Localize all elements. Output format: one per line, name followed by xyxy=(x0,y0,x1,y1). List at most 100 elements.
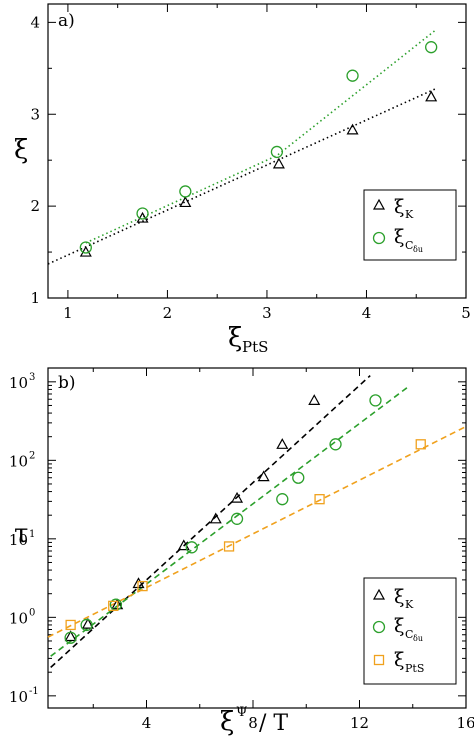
data-point-b-1 xyxy=(230,512,244,525)
data-point-a-1 xyxy=(425,41,438,54)
panel-a-xlabel-sub: PtS xyxy=(242,338,268,356)
panel-b-label: b) xyxy=(58,373,76,393)
data-point-a-1 xyxy=(179,185,192,198)
data-point-b-1 xyxy=(276,493,289,506)
y-tick-label: 3 xyxy=(30,105,40,123)
x-tick-label: 5 xyxy=(461,304,471,322)
fit-line-b-2 xyxy=(47,425,467,638)
panel-a-ylabel: ξ xyxy=(14,135,28,165)
panel-a-label: a) xyxy=(58,11,75,31)
panel-b-frame xyxy=(47,367,467,709)
panel-b-xlabel-sup: Ψ xyxy=(236,705,247,720)
y-tick-exponent: 2 xyxy=(29,450,35,461)
data-point-b-2 xyxy=(415,439,426,450)
x-tick-label: 16 xyxy=(456,714,474,732)
fit-line-b-1 xyxy=(50,384,411,657)
data-point-a-0 xyxy=(79,245,92,257)
data-point-b-0 xyxy=(308,394,321,405)
panel-a-legend-c-label: ξ xyxy=(394,226,404,248)
panel-b-legend-pts-sub: PtS xyxy=(405,662,424,675)
y-tick-label: 10 xyxy=(9,531,28,549)
panel-a-legend-triangle-icon xyxy=(372,198,386,210)
y-tick-exponent: -1 xyxy=(29,686,39,697)
x-tick-label: 8 xyxy=(248,714,258,732)
panel-b-legend-circle-icon xyxy=(372,620,386,634)
panel-b-fit-lines xyxy=(47,375,467,668)
data-point-b-0 xyxy=(257,470,270,482)
panel-a-ticks: 1 2 3 4 5 1 2 3 4 xyxy=(30,4,471,322)
panel-a: 1 2 3 4 5 1 2 3 4 a) ξ ξ PtS ξ K ξ C δu xyxy=(14,3,471,356)
data-point-b-1 xyxy=(369,394,382,407)
x-tick-label: 3 xyxy=(262,304,272,322)
panel-b-legend-pts-label: ξ xyxy=(394,649,404,671)
x-tick-label: 12 xyxy=(350,714,369,732)
panel-b-ylabel: τ xyxy=(14,519,28,549)
panel-b-markers xyxy=(64,394,426,644)
x-tick-label: 4 xyxy=(142,714,152,732)
panel-a-legend-k-sub: K xyxy=(405,208,414,221)
panel-a-legend-k-label: ξ xyxy=(394,196,404,218)
y-tick-exponent: 0 xyxy=(29,607,35,618)
data-point-a-1 xyxy=(136,207,149,220)
data-point-b-0 xyxy=(81,617,94,629)
data-point-a-0 xyxy=(425,90,438,102)
data-point-a-1 xyxy=(346,69,359,82)
panel-b-legend-square-icon xyxy=(373,654,385,666)
data-point-b-0 xyxy=(276,438,289,449)
data-point-b-1 xyxy=(80,618,93,632)
data-point-b-0 xyxy=(64,630,77,642)
y-tick-label: 10 xyxy=(9,374,28,392)
data-point-b-2 xyxy=(65,619,76,631)
data-point-a-0 xyxy=(272,157,285,169)
data-point-b-1 xyxy=(292,471,305,484)
panel-b-legend-c-sub: C xyxy=(405,628,413,641)
y-tick-exponent: 1 xyxy=(29,529,35,540)
fit-line-a-0 xyxy=(47,87,437,265)
data-point-b-2 xyxy=(137,580,148,592)
x-tick-label: 2 xyxy=(163,304,173,322)
panel-b-legend-c-label: ξ xyxy=(394,615,404,637)
y-tick-label: 10 xyxy=(9,688,28,706)
panel-a-frame xyxy=(47,3,467,299)
panel-a-markers xyxy=(79,41,438,257)
panel-a-legend-c-subsub: δu xyxy=(413,245,423,254)
data-point-a-0 xyxy=(136,211,149,223)
data-point-b-0 xyxy=(209,512,222,524)
fit-line-b-0 xyxy=(50,375,371,668)
x-tick-label: 1 xyxy=(63,304,73,322)
data-point-b-1 xyxy=(185,541,198,554)
y-tick-exponent: 3 xyxy=(29,372,35,383)
data-point-b-0 xyxy=(231,491,244,503)
y-tick-label: 1 xyxy=(30,289,40,307)
panel-b-legend-triangle-icon xyxy=(372,588,386,600)
y-tick-label: 2 xyxy=(30,197,40,215)
data-point-a-0 xyxy=(179,196,192,208)
data-point-b-2 xyxy=(108,600,119,612)
y-tick-label: 4 xyxy=(30,13,40,31)
panel-b-xlabel: ξ xyxy=(220,707,234,737)
panel-b-legend: ξ K ξ C δu ξ PtS xyxy=(363,577,457,685)
panel-a-fit-lines xyxy=(47,29,437,265)
panel-b-legend-c-subsub: δu xyxy=(413,634,423,643)
x-tick-label: 4 xyxy=(362,304,372,322)
data-point-b-2 xyxy=(223,541,235,552)
panel-a-xlabel: ξ xyxy=(228,323,242,353)
data-point-a-1 xyxy=(79,241,92,254)
data-point-b-1 xyxy=(329,438,342,451)
panel-b-legend-k-sub: K xyxy=(405,598,414,611)
panel-b-xlabel-rest: / T xyxy=(252,711,288,736)
panel-a-legend: ξ K ξ C δu xyxy=(363,189,457,261)
y-tick-label: 10 xyxy=(9,609,28,627)
data-point-b-1 xyxy=(64,631,77,644)
panel-a-legend-circle-icon xyxy=(372,231,386,245)
data-point-a-0 xyxy=(346,123,359,135)
panel-a-legend-c-sub: C xyxy=(405,239,413,252)
panel-b-legend-k-label: ξ xyxy=(394,586,404,608)
y-tick-label: 10 xyxy=(9,452,28,470)
panel-b-legend-box xyxy=(363,577,457,685)
data-point-b-2 xyxy=(314,494,325,505)
data-point-a-1 xyxy=(270,145,284,159)
